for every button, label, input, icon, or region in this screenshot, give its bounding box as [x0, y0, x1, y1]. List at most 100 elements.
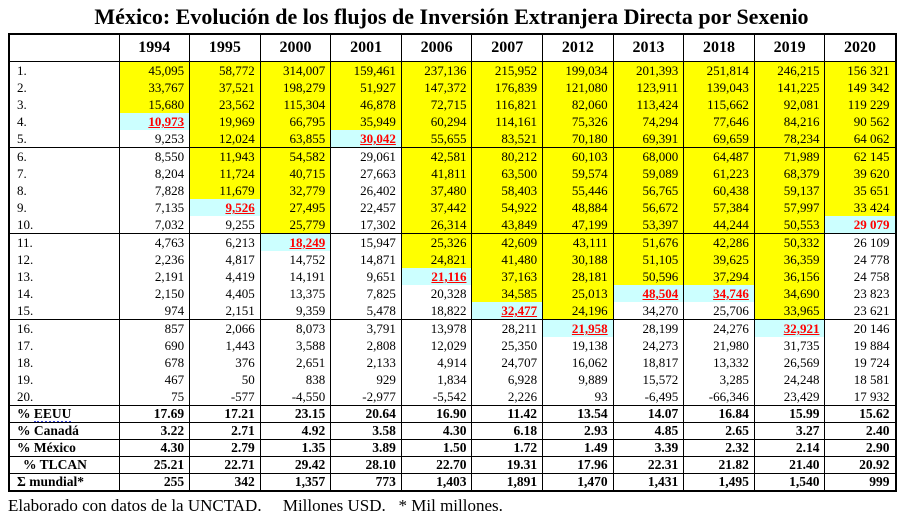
data-cell: 48,504 [612, 285, 685, 302]
table-row: 6. 8,550 11,943 54,582 29,061 42,581 80,212 60,… [8, 147, 897, 165]
summary-cell: 14.07 [612, 405, 685, 423]
data-cell: 66,795 [259, 113, 332, 130]
data-cell: 37,521 [189, 79, 261, 96]
data-cell: 42,286 [683, 233, 755, 251]
data-cell: 149 342 [824, 79, 897, 96]
data-cell: 19,138 [542, 337, 614, 354]
data-cell: 53,397 [612, 216, 685, 234]
table-row: 10. 7,032 9,255 25,779 17,302 26,314 43,849 47,… [8, 216, 897, 234]
table-row: 5. 9,253 12,024 63,855 30,042 55,655 83,521 70,… [8, 130, 897, 148]
data-cell: 26 109 [824, 233, 897, 251]
column-header-1995: 1995 [189, 34, 261, 62]
table-row: 15. 974 2,151 9,359 5,478 18,822 32,477 24,196 3… [8, 302, 897, 320]
summary-cell: 1.50 [400, 439, 473, 457]
summary-cell: 3.27 [753, 422, 826, 440]
data-cell: 43,849 [471, 216, 544, 234]
data-cell: 56,765 [612, 182, 685, 199]
summary-cell: 17.96 [542, 456, 614, 474]
data-cell: 9,526 [189, 199, 261, 216]
column-header-2000: 2000 [259, 34, 332, 62]
data-cell: 6,213 [189, 233, 261, 251]
data-cell: 3,285 [683, 371, 755, 388]
data-cell: 115,304 [259, 96, 332, 113]
data-cell: 47,199 [542, 216, 614, 234]
data-cell: 77,646 [683, 113, 755, 130]
data-cell: 7,135 [118, 199, 191, 216]
data-cell: 39 620 [824, 165, 897, 182]
column-header-2007: 2007 [471, 34, 544, 62]
data-cell: 21,116 [400, 268, 473, 285]
data-cell: 54,582 [259, 147, 332, 165]
data-cell: 35 651 [824, 182, 897, 199]
data-cell: 92,081 [753, 96, 826, 113]
data-cell: 57,997 [753, 199, 826, 216]
row-label: 7. [8, 165, 120, 182]
corner-cell [8, 34, 120, 62]
summary-cell: 6.18 [471, 422, 544, 440]
data-cell: 59,574 [542, 165, 614, 182]
row-label: 15. [8, 302, 120, 320]
data-cell: 2,226 [471, 388, 544, 406]
data-cell: 13,332 [683, 354, 755, 371]
data-cell: 14,752 [259, 251, 332, 268]
data-cell: 15,572 [612, 371, 685, 388]
summary-row: Σ mundial* 255 342 1,357 773 1,403 1,891 1,470 1… [8, 473, 897, 491]
data-cell: 59,137 [753, 182, 826, 199]
data-cell: 4,763 [118, 233, 191, 251]
data-cell: 2,651 [259, 354, 332, 371]
table-row: 7. 8,204 11,724 40,715 27,663 41,811 63,500 59,… [8, 165, 897, 182]
data-cell: 246,215 [753, 61, 826, 79]
summary-cell: 2.79 [189, 439, 261, 457]
summary-cell: 20.64 [330, 405, 402, 423]
data-cell: 2,808 [330, 337, 402, 354]
data-cell: 34,585 [471, 285, 544, 302]
data-cell: 1,443 [189, 337, 261, 354]
summary-cell: 28.10 [330, 456, 402, 474]
data-cell: 24,273 [612, 337, 685, 354]
data-cell: 63,500 [471, 165, 544, 182]
data-cell: 75,326 [542, 113, 614, 130]
footnote: Elaborado con datos de la UNCTAD. Millon… [8, 496, 503, 515]
data-cell: 23 823 [824, 285, 897, 302]
summary-cell: 2.40 [824, 422, 897, 440]
data-cell: 32,477 [471, 302, 544, 320]
data-cell: 23,429 [753, 388, 826, 406]
data-cell: 27,663 [330, 165, 402, 182]
table-row: 11. 4,763 6,213 18,249 15,947 25,326 42,609 43,… [8, 233, 897, 251]
data-cell: 33 424 [824, 199, 897, 216]
row-label: 6. [8, 147, 120, 165]
row-label: 13. [8, 268, 120, 285]
summary-cell: 1,540 [753, 473, 826, 491]
data-cell: 838 [259, 371, 332, 388]
data-cell: 21,958 [542, 319, 614, 337]
data-cell: 690 [118, 337, 191, 354]
data-cell: 19 724 [824, 354, 897, 371]
summary-cell: 1,403 [400, 473, 473, 491]
table-row: 9. 7,135 9,526 27,495 22,457 37,442 54,922 48,8… [8, 199, 897, 216]
data-cell: 18 581 [824, 371, 897, 388]
row-label: 2. [8, 79, 120, 96]
data-cell: 251,814 [683, 61, 755, 79]
summary-cell: 22.31 [612, 456, 685, 474]
summary-label: % México [8, 439, 120, 457]
data-cell: 24,821 [400, 251, 473, 268]
table-row: 16. 857 2,066 8,073 3,791 13,978 28,211 21,958 2… [8, 319, 897, 337]
data-cell: -6,495 [612, 388, 685, 406]
data-cell: 80,212 [471, 147, 544, 165]
data-cell: 46,878 [330, 96, 402, 113]
summary-label: % TLCAN [8, 456, 120, 474]
summary-cell: 3.58 [330, 422, 402, 440]
data-cell: 115,662 [683, 96, 755, 113]
data-cell: 59,089 [612, 165, 685, 182]
data-cell: -66,346 [683, 388, 755, 406]
data-cell: 58,772 [189, 61, 261, 79]
summary-cell: 999 [824, 473, 897, 491]
data-cell: 24 778 [824, 251, 897, 268]
row-label: 3. [8, 96, 120, 113]
data-cell: 116,821 [471, 96, 544, 113]
summary-cell: 16.84 [683, 405, 755, 423]
summary-cell: 23.15 [259, 405, 332, 423]
data-cell: 198,279 [259, 79, 332, 96]
data-cell: 5,478 [330, 302, 402, 320]
summary-cell: 25.21 [118, 456, 191, 474]
